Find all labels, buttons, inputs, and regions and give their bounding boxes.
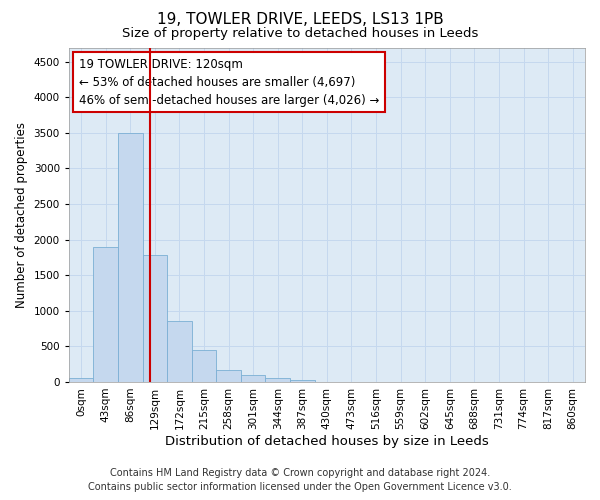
Text: 19, TOWLER DRIVE, LEEDS, LS13 1PB: 19, TOWLER DRIVE, LEEDS, LS13 1PB	[157, 12, 443, 28]
Bar	[192, 350, 217, 382]
Bar	[217, 370, 241, 382]
Bar	[265, 378, 290, 382]
Bar	[241, 375, 265, 382]
Bar	[143, 256, 167, 382]
Text: 19 TOWLER DRIVE: 120sqm
← 53% of detached houses are smaller (4,697)
46% of semi: 19 TOWLER DRIVE: 120sqm ← 53% of detache…	[79, 58, 380, 106]
Text: Contains HM Land Registry data © Crown copyright and database right 2024.
Contai: Contains HM Land Registry data © Crown c…	[88, 468, 512, 492]
Bar	[69, 378, 94, 382]
Bar	[118, 133, 143, 382]
Y-axis label: Number of detached properties: Number of detached properties	[15, 122, 28, 308]
Bar	[94, 247, 118, 382]
X-axis label: Distribution of detached houses by size in Leeds: Distribution of detached houses by size …	[165, 434, 489, 448]
Text: Size of property relative to detached houses in Leeds: Size of property relative to detached ho…	[122, 28, 478, 40]
Bar	[290, 380, 314, 382]
Bar	[167, 321, 192, 382]
